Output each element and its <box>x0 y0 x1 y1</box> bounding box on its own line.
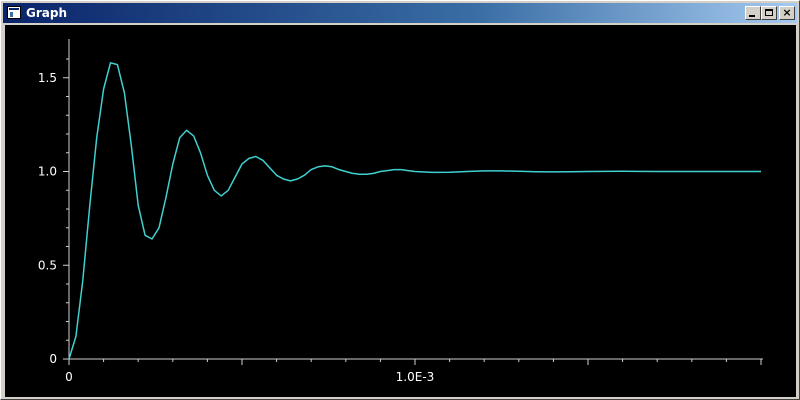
y-tick-label: 0 <box>49 352 57 366</box>
close-button[interactable]: × <box>779 6 795 20</box>
app-window-icon[interactable] <box>7 6 21 19</box>
close-icon: × <box>782 6 792 19</box>
minimize-button[interactable] <box>745 6 761 20</box>
y-tick-label: 0.5 <box>38 258 57 272</box>
maximize-icon <box>765 9 773 16</box>
series-line <box>68 62 761 360</box>
y-tick-label: 1.0 <box>38 165 57 179</box>
plot-area: 0 0.5 1.0 1.5 0 1.0E-3 <box>5 25 796 397</box>
maximize-button[interactable] <box>761 6 777 20</box>
x-tick-label: 1.0E-3 <box>396 370 435 384</box>
minimize-icon <box>749 15 755 17</box>
title-bar[interactable]: Graph × <box>3 3 797 23</box>
x-tick-label: 0 <box>65 370 73 384</box>
line-chart: 0 0.5 1.0 1.5 0 1.0E-3 <box>38 39 763 384</box>
window-title: Graph <box>26 6 67 20</box>
y-tick-label: 1.5 <box>38 71 57 85</box>
